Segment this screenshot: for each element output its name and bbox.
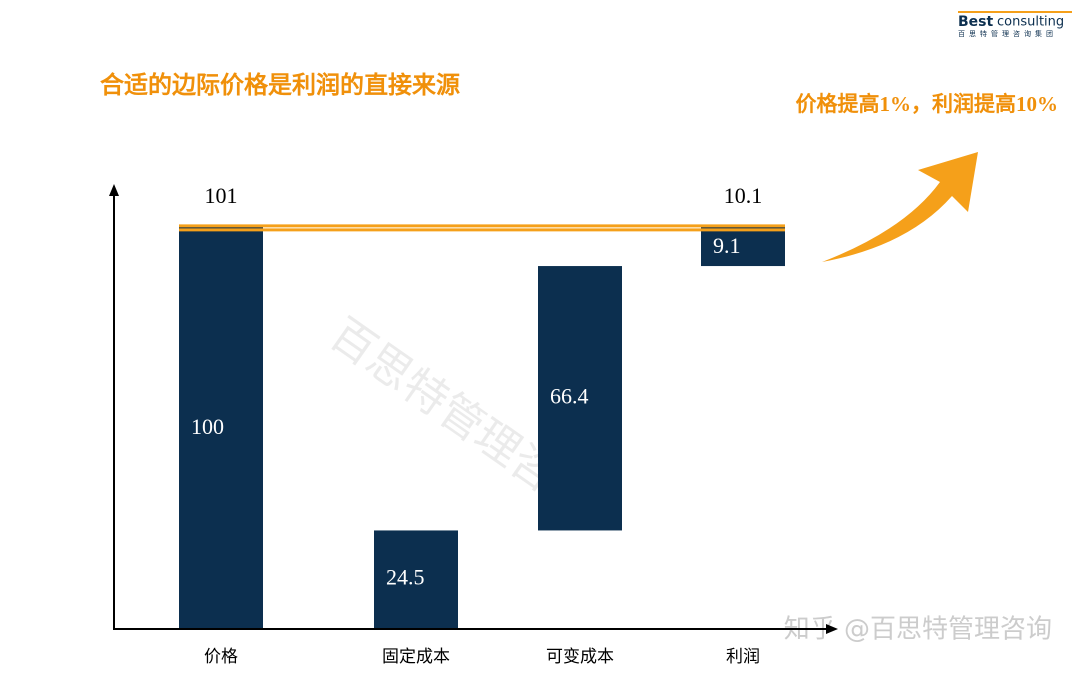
chart-title: 合适的边际价格是利润的直接来源: [100, 71, 460, 99]
bar: [179, 229, 263, 628]
value-label: 9.1: [713, 233, 741, 258]
raised-label: 101: [205, 183, 238, 208]
x-tick-label: 价格: [204, 647, 238, 667]
x-axis-arrow: [826, 624, 838, 634]
value-label: 24.5: [386, 564, 425, 589]
value-label: 66.4: [550, 383, 589, 408]
raised-bar: [701, 225, 785, 230]
x-tick-label: 可变成本: [546, 647, 614, 667]
bar: [538, 266, 622, 531]
bar: [374, 530, 458, 628]
annotation: 价格提高1%，利润提高10%: [796, 92, 1059, 116]
arrow: [822, 152, 978, 262]
x-tick-label: 固定成本: [382, 647, 450, 667]
y-axis-arrow: [109, 184, 119, 196]
bar: [701, 229, 785, 267]
raised-bar: [179, 225, 263, 230]
logo-brand: Best: [958, 14, 993, 30]
logo-word: consulting: [997, 15, 1064, 30]
raised-label: 10.1: [724, 183, 763, 208]
x-tick-label: 利润: [726, 647, 760, 667]
logo-subtitle: 百思特管理咨询集团: [958, 29, 1057, 38]
value-label: 100: [191, 414, 224, 439]
